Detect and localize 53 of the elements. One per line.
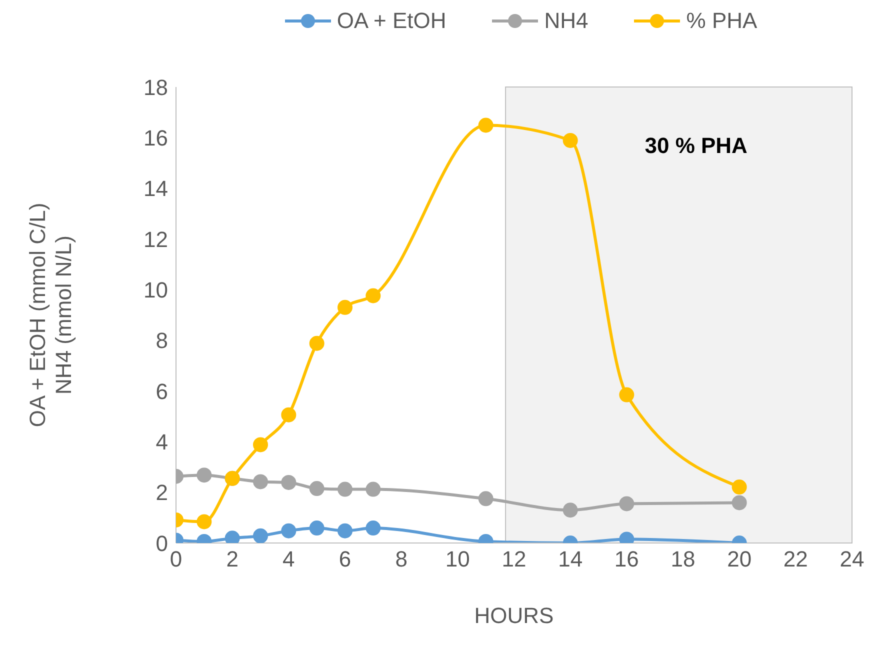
point bbox=[253, 437, 268, 452]
y-tick-label: 0 bbox=[156, 530, 168, 556]
x-tick-label: 18 bbox=[670, 546, 696, 572]
y-tick-label: 6 bbox=[156, 378, 168, 404]
y-tick-label: 14 bbox=[144, 176, 168, 202]
y-tick-label: 2 bbox=[156, 480, 168, 506]
x-tick-label: 24 bbox=[840, 546, 864, 572]
x-tick-label: 14 bbox=[558, 546, 583, 572]
point bbox=[478, 118, 494, 133]
point bbox=[309, 481, 324, 496]
point bbox=[309, 520, 324, 536]
y-tick-label: 16 bbox=[144, 125, 168, 150]
x-tick-label: 2 bbox=[226, 546, 238, 572]
x-axis-title: HOURS bbox=[474, 603, 554, 628]
point bbox=[196, 468, 212, 483]
y-tick-label: 8 bbox=[156, 328, 168, 354]
x-tick-label: 20 bbox=[727, 546, 752, 572]
y-axis-title: OA + EtOH (mmol C/L) NH4 (mmol N/L) bbox=[25, 202, 76, 428]
point bbox=[562, 132, 578, 148]
legend-label: NH4 bbox=[544, 8, 588, 34]
point bbox=[338, 482, 352, 497]
legend-label: % PHA bbox=[686, 8, 758, 34]
x-tick-label: 8 bbox=[395, 546, 408, 572]
point bbox=[253, 474, 268, 490]
point bbox=[309, 336, 324, 351]
point bbox=[366, 288, 381, 304]
y-tick-label: 10 bbox=[144, 277, 168, 302]
point bbox=[338, 523, 352, 538]
point bbox=[562, 502, 578, 518]
point bbox=[619, 496, 634, 512]
point bbox=[619, 387, 634, 402]
point bbox=[281, 474, 296, 490]
x-tick-label: 16 bbox=[614, 546, 639, 572]
y-tick-label: 12 bbox=[144, 226, 168, 252]
x-tick-label: 6 bbox=[338, 546, 352, 572]
band-label: 30 % PHA bbox=[644, 133, 748, 158]
x-tick-label: 4 bbox=[282, 546, 295, 572]
point bbox=[338, 300, 352, 315]
point bbox=[196, 514, 212, 530]
point bbox=[281, 407, 296, 422]
point bbox=[253, 528, 268, 543]
point bbox=[366, 520, 381, 536]
x-tick-label: 22 bbox=[783, 546, 808, 572]
y-tick-label: 18 bbox=[144, 74, 168, 100]
point bbox=[281, 523, 296, 538]
x-tick-label: 10 bbox=[445, 546, 470, 572]
point bbox=[732, 495, 747, 510]
point bbox=[732, 480, 747, 495]
y-tick-label: 4 bbox=[156, 429, 168, 454]
point bbox=[478, 491, 494, 506]
legend-label: OA + EtOH bbox=[336, 8, 446, 34]
point bbox=[366, 482, 381, 497]
x-tick-label: 12 bbox=[502, 546, 526, 572]
